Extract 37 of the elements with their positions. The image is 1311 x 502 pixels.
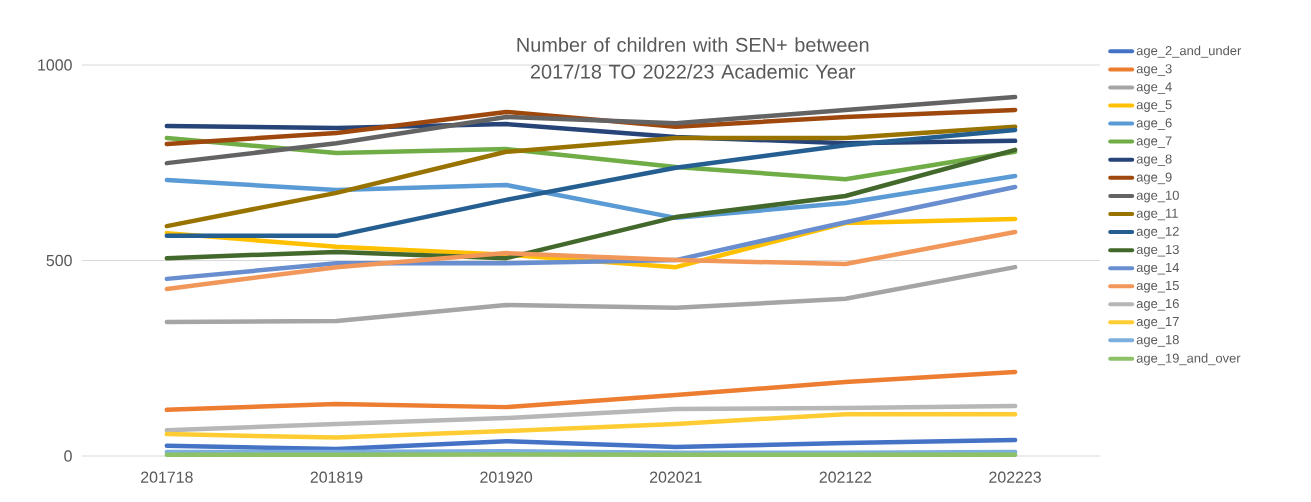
line-series bbox=[164, 403, 1018, 433]
x-tick-label: 202223 bbox=[989, 471, 1041, 483]
legend-label: age_16 bbox=[1136, 298, 1179, 311]
legend-label: age_9 bbox=[1136, 172, 1172, 185]
y-tick-label: 1000 bbox=[38, 59, 72, 71]
legend-label: age_13 bbox=[1136, 244, 1179, 257]
legend-label: age_15 bbox=[1136, 281, 1179, 293]
legend-label: age_18 bbox=[1136, 335, 1179, 347]
legend-label: age_5 bbox=[1136, 100, 1172, 112]
x-tick-label: 201819 bbox=[310, 471, 363, 483]
legend-label: age_12 bbox=[1136, 226, 1179, 239]
legend-label: age_6 bbox=[1136, 118, 1172, 131]
legend-label: age_4 bbox=[1136, 82, 1172, 94]
line-series bbox=[164, 264, 1018, 325]
legend-label: age_7 bbox=[1136, 136, 1172, 149]
legend-label: age_19_and_over bbox=[1136, 353, 1241, 366]
legend-label: age_14 bbox=[1136, 263, 1180, 275]
y-tick-label: 0 bbox=[64, 450, 72, 462]
legend-label: age_2_and_under bbox=[1136, 45, 1242, 58]
legend-label: age_3 bbox=[1136, 64, 1172, 76]
line-series bbox=[164, 411, 1018, 440]
legend-label: age_11 bbox=[1136, 208, 1178, 221]
x-tick-label: 201920 bbox=[480, 471, 533, 483]
line-series bbox=[164, 147, 1018, 261]
legend-label: age_17 bbox=[1136, 317, 1179, 329]
x-tick-label: 202122 bbox=[819, 471, 872, 483]
line-series bbox=[164, 229, 1018, 292]
x-tick-label: 201718 bbox=[141, 471, 193, 483]
legend-label: age_10 bbox=[1136, 190, 1179, 203]
x-tick-label: 202021 bbox=[649, 471, 702, 483]
line-series bbox=[164, 94, 1018, 166]
line-series bbox=[164, 173, 1018, 221]
line-series bbox=[164, 369, 1018, 413]
line-series bbox=[164, 437, 1018, 452]
legend-label: age_8 bbox=[1136, 154, 1172, 167]
y-tick-label: 500 bbox=[46, 254, 72, 267]
chart-title: Number of children with SEN+ between 2017/18 TO 2022/23 Academic Year bbox=[517, 37, 869, 79]
